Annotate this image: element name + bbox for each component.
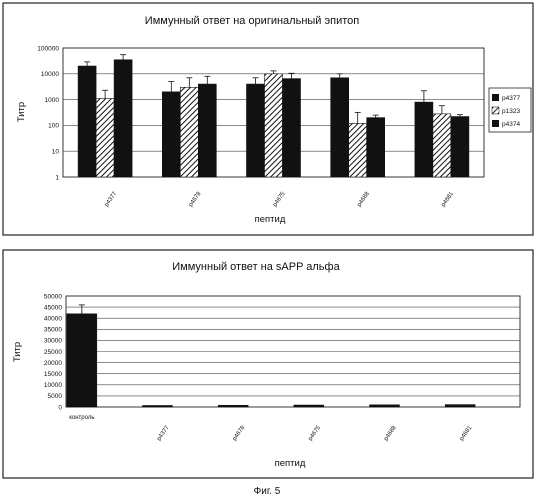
chart-1-y-tick-label: 10: [52, 149, 60, 156]
chart-1-bar-p4681-series-2: [433, 114, 451, 177]
chart-1-bar-p4675-series-2: [265, 74, 283, 177]
chart-2-bar-контроль: [67, 314, 97, 407]
legend-label-series-3: p4374: [502, 121, 520, 128]
chart-1-bar-p4681-series-3: [451, 117, 469, 177]
chart-2-category-label: контроль: [69, 415, 94, 421]
chart-2-bar-p4688: [370, 405, 400, 407]
chart-1-y-tick-label: 100000: [37, 45, 59, 52]
chart-2-y-tick-label: 40000: [44, 316, 62, 323]
chart-2-y-tick-label: 25000: [44, 349, 62, 356]
chart-1-bar-p4688-series-2: [349, 123, 367, 177]
chart-2-y-tick-label: 30000: [44, 338, 62, 345]
chart-2-x-axis-label: пептид: [275, 458, 306, 469]
chart-2-y-tick-label: 20000: [44, 360, 62, 367]
legend-swatch-series-1: [492, 94, 499, 101]
chart-1-legend: p4377 p1323 p4374: [489, 88, 531, 132]
chart-2: Иммунный ответ на sAPP альфа 0 5000 10000 1…: [3, 250, 533, 478]
chart-1-bar-p4688-series-1: [331, 78, 349, 177]
chart-1-bar-p4377-series-3: [114, 60, 132, 177]
chart-2-y-tick-label: 10000: [44, 382, 62, 389]
chart-2-y-tick-label: 50000: [44, 293, 62, 300]
chart-2-y-axis-label: Титр: [12, 342, 23, 362]
chart-2-y-ticks: 0 5000 10000 15000 20000 25000 30000 35000 40000…: [44, 293, 62, 411]
chart-1-title: Иммунный ответ на оригинальный эпитоп: [145, 15, 359, 27]
chart-2-y-tick-label: 45000: [44, 304, 62, 311]
chart-1-bar-p4681-series-1: [415, 102, 433, 177]
chart-1-bar-p4377-series-2: [96, 99, 114, 177]
chart-1-y-tick-label: 10000: [41, 71, 59, 78]
legend-swatch-series-2: [492, 107, 499, 114]
chart-1-bar-p4377-series-1: [78, 66, 96, 177]
chart-1-x-axis-label: пептид: [255, 214, 286, 225]
chart-2-bar-p4681: [445, 405, 475, 407]
chart-2-y-tick-label: 15000: [44, 371, 62, 378]
chart-1-y-tick-label: 1000: [45, 97, 60, 104]
legend-label-series-1: p4377: [502, 95, 520, 102]
chart-1: Иммунный ответ на оригинальный эпитоп 1 1…: [3, 3, 533, 235]
chart-2-bar-p4678: [218, 405, 248, 407]
figure-caption: Фиг. 5: [254, 486, 281, 497]
chart-1-bar-p4678-series-3: [198, 84, 216, 177]
chart-1-bar-p4688-series-3: [367, 118, 385, 177]
chart-2-bar-p4675: [294, 405, 324, 407]
chart-2-y-tick-label: 35000: [44, 327, 62, 334]
chart-1-bar-p4675-series-1: [247, 84, 265, 177]
chart-2-title: Иммунный ответ на sAPP альфа: [172, 261, 340, 273]
chart-2-y-tick-label: 5000: [48, 393, 63, 400]
chart-1-y-tick-label: 1: [55, 174, 59, 181]
chart-1-bar-p4678-series-2: [180, 87, 198, 177]
chart-2-bar-p4377: [143, 405, 173, 407]
chart-1-y-axis-label: Титр: [16, 102, 27, 122]
legend-swatch-series-3: [492, 120, 499, 127]
chart-1-bar-p4675-series-3: [283, 79, 301, 177]
legend-label-series-2: p1323: [502, 108, 520, 115]
chart-1-bar-p4678-series-1: [162, 92, 180, 177]
chart-1-y-tick-label: 100: [48, 123, 59, 130]
chart-2-y-tick-label: 0: [58, 404, 62, 411]
